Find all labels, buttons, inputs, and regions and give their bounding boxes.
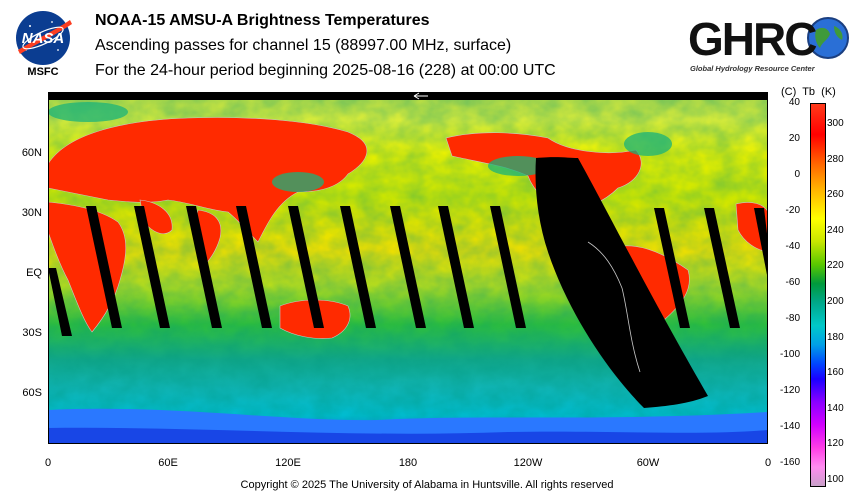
colorbar-tick-kelvin: 120: [827, 438, 844, 450]
lon-label-60e: 60E: [158, 457, 178, 469]
lon-label-180: 180: [398, 457, 418, 469]
lat-label-30n: 30N: [21, 207, 42, 219]
lon-label-120w: 120W: [513, 457, 543, 469]
colorbar: [810, 103, 826, 487]
colorbar-unit-k: (K): [821, 86, 836, 98]
nasa-wordmark: NASA: [22, 30, 65, 47]
colorbar-tick-kelvin: 160: [827, 367, 844, 379]
orbit-gap: [438, 206, 474, 328]
lat-label-60s: 60S: [22, 387, 42, 399]
colorbar-title: Tb: [802, 86, 816, 98]
map-border: [48, 92, 768, 444]
colorbar-tick-kelvin: 300: [827, 118, 844, 129]
lon-label-120e: 120E: [275, 457, 301, 469]
ghrc-logo: GHRC Global Hydrology Resource Center: [688, 12, 850, 78]
orbit-gap: [340, 206, 376, 328]
orbit-gap: [754, 208, 768, 280]
orbit-gap: [236, 206, 272, 328]
orbit-gap: [654, 208, 690, 328]
colorbar-tick-celsius: -80: [785, 313, 800, 324]
colorbar-tick-celsius: 20: [788, 133, 800, 144]
colorbar-tick-kelvin: 260: [827, 189, 844, 201]
dateline-arrow-icon: [413, 92, 428, 100]
page-title: NOAA-15 AMSU-A Brightness Temperatures: [95, 12, 430, 29]
lat-label-30s: 30S: [22, 327, 42, 339]
colorbar-tick-kelvin: 140: [827, 402, 844, 414]
copyright-notice: Copyright © 2025 The University of Alaba…: [240, 479, 614, 491]
colorbar-tick-kelvin: 200: [827, 296, 844, 307]
lon-label-0: 0: [44, 457, 52, 469]
msfc-caption: MSFC: [27, 66, 59, 78]
colorbar-tick-celsius: -160: [779, 457, 800, 468]
colorbar-unit-c: (C): [781, 86, 797, 98]
orbit-gap-large: [535, 157, 708, 408]
colorbar-tick-celsius: -60: [785, 277, 800, 288]
colorbar-tick-kelvin: 180: [827, 331, 844, 343]
orbit-gap-swaths: [48, 157, 768, 408]
colorbar-tick-celsius: -20: [785, 205, 800, 216]
colorbar-tick-celsius: 40: [788, 97, 800, 108]
page-subtitle: Ascending passes for channel 15 (88997.0…: [95, 37, 512, 54]
colorbar-tick-celsius: -120: [779, 385, 800, 396]
colorbar-tick-celsius: 0: [794, 169, 800, 180]
orbit-gap: [490, 206, 526, 328]
lon-label-60w: 60W: [636, 457, 660, 469]
nasa-meatball-icon: NASA: [16, 11, 72, 65]
lat-label-eq: EQ: [26, 267, 42, 279]
ghrc-wordmark: GHRC: [688, 13, 817, 65]
colorbar-tick-kelvin: 280: [827, 153, 844, 165]
antarctic-cold-core: [48, 427, 768, 444]
colorbar-tick-kelvin: 220: [827, 260, 844, 272]
colorbar-tick-celsius: -140: [779, 421, 800, 432]
lat-label-60n: 60N: [21, 147, 42, 159]
ghrc-caption: Global Hydrology Resource Center: [690, 64, 815, 73]
nasa-msfc-logo: NASA MSFC: [12, 10, 74, 80]
orbit-gap: [48, 268, 72, 336]
colorbar-tick-kelvin: 100: [827, 474, 844, 485]
orbit-gap: [186, 206, 222, 328]
brightness-temperature-map: [48, 92, 768, 444]
orbit-gap: [704, 208, 740, 328]
time-period: For the 24-hour period beginning 2025-08…: [95, 62, 556, 79]
orbit-gap: [86, 206, 122, 328]
globe-icon: [807, 17, 849, 59]
colorbar-tick-celsius: -100: [779, 349, 800, 360]
polar-nodata-band: [48, 92, 768, 100]
orbit-gap: [134, 206, 170, 328]
colorbar-header: (C) Tb (K): [781, 86, 836, 98]
coastline-trace: [587, 241, 641, 373]
lon-label-0-east: 0: [764, 457, 772, 469]
cool-patches: [48, 102, 672, 192]
orbit-gap: [288, 206, 324, 328]
colorbar-tick-kelvin: 240: [827, 224, 844, 236]
colorbar-tick-celsius: -40: [785, 241, 800, 252]
orbit-gap: [390, 206, 426, 328]
